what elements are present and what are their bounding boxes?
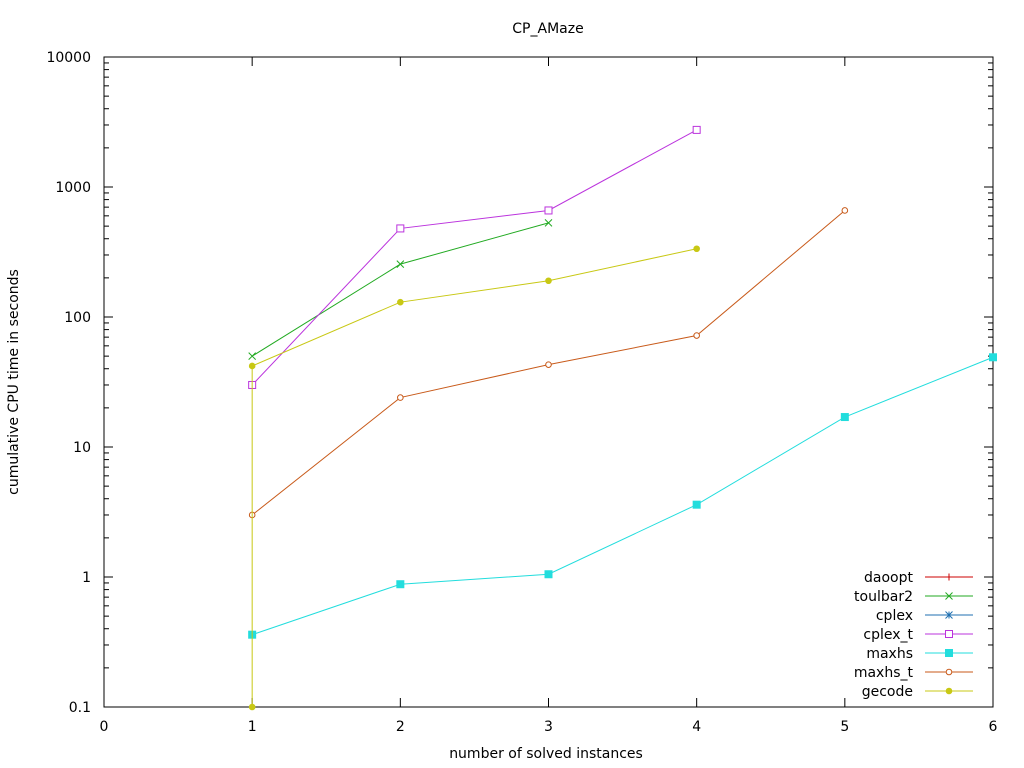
x-tick-label: 1 <box>248 719 257 735</box>
data-point <box>692 125 701 134</box>
data-point <box>945 573 953 581</box>
marker-shape <box>945 649 953 657</box>
y-axis-label: cumulative CPU time in seconds <box>6 269 22 495</box>
marker-stroke <box>396 260 405 269</box>
data-point <box>248 703 256 711</box>
marker-shape <box>397 298 404 306</box>
y-tick-label: 100 <box>64 310 91 326</box>
marker-shape <box>840 413 849 422</box>
data-point <box>544 206 553 215</box>
data-point <box>396 224 405 233</box>
data-point <box>397 394 404 401</box>
marker-shape <box>692 500 701 509</box>
x-tick-label: 6 <box>989 719 998 735</box>
marker-stroke <box>945 592 953 600</box>
marker-shape <box>693 332 700 339</box>
marker-shape <box>248 362 256 370</box>
data-point <box>248 362 256 370</box>
series-maxhs <box>248 353 997 639</box>
series-line <box>251 222 549 357</box>
data-point <box>248 352 257 360</box>
x-tick-label: 4 <box>692 719 701 735</box>
marker-shape <box>545 361 552 368</box>
axis-ticks: 0 1 2 3 4 5 6 0.1 1 10 100 1000 10000 <box>46 50 997 735</box>
marker-shape <box>945 687 953 695</box>
x-tick-label: 0 <box>100 719 109 735</box>
data-point <box>693 332 700 339</box>
marker-shape <box>945 668 953 676</box>
marker-shape <box>693 245 700 253</box>
data-point <box>945 649 953 657</box>
series-line <box>251 248 697 707</box>
marker-shape <box>396 224 405 233</box>
series-line <box>252 356 994 636</box>
x-tick-label: 2 <box>396 719 405 735</box>
data-point <box>397 298 404 306</box>
marker-shape <box>945 630 953 638</box>
legend-label: daoopt <box>864 570 913 586</box>
y-tick-label: 10000 <box>46 50 91 66</box>
legend-label: maxhs_t <box>854 665 914 681</box>
data-point <box>544 218 553 227</box>
data-point <box>945 611 953 619</box>
data-point <box>544 570 553 579</box>
x-tick-label: 3 <box>544 719 553 735</box>
y-tick-label: 0.1 <box>69 700 91 716</box>
series-group <box>248 125 997 711</box>
data-point <box>840 413 849 422</box>
marker-shape <box>692 125 701 134</box>
marker-shape <box>841 207 849 214</box>
data-point <box>396 260 405 269</box>
legend-label: gecode <box>862 684 913 700</box>
data-point <box>945 592 953 600</box>
marker-shape <box>544 206 553 215</box>
data-point <box>841 207 849 214</box>
marker-shape <box>397 394 404 401</box>
y-tick-label: 1000 <box>55 180 91 196</box>
data-point <box>945 687 953 695</box>
series-cplex_t <box>248 125 701 389</box>
marker-shape <box>544 570 553 579</box>
marker-stroke <box>248 352 257 360</box>
data-point <box>945 630 953 638</box>
legend-label: maxhs <box>866 646 913 662</box>
plot-frame <box>103 56 994 708</box>
data-point <box>545 277 552 285</box>
marker-stroke <box>544 218 553 227</box>
y-tick-label: 10 <box>73 440 91 456</box>
data-point <box>945 668 953 676</box>
marker-stroke <box>945 611 953 619</box>
legend-label: cplex <box>876 608 913 624</box>
data-point <box>692 500 701 509</box>
x-tick-label: 5 <box>840 719 849 735</box>
marker-shape <box>989 353 997 362</box>
data-point <box>693 245 700 253</box>
legend-label: toulbar2 <box>854 589 913 605</box>
series-line <box>251 129 697 386</box>
marker-shape <box>545 277 552 285</box>
data-point <box>989 353 997 362</box>
series-toulbar2 <box>248 218 553 360</box>
data-point <box>396 580 405 589</box>
y-tick-label: 1 <box>82 570 91 586</box>
marker-shape <box>396 580 405 589</box>
legend-label: cplex_t <box>863 627 913 643</box>
series-gecode <box>248 245 700 711</box>
x-axis-label: number of solved instances <box>449 746 643 762</box>
data-point <box>545 361 552 368</box>
chart-title: CP_AMaze <box>512 21 583 37</box>
series-maxhs_t <box>248 207 849 519</box>
marker-shape <box>248 703 256 711</box>
